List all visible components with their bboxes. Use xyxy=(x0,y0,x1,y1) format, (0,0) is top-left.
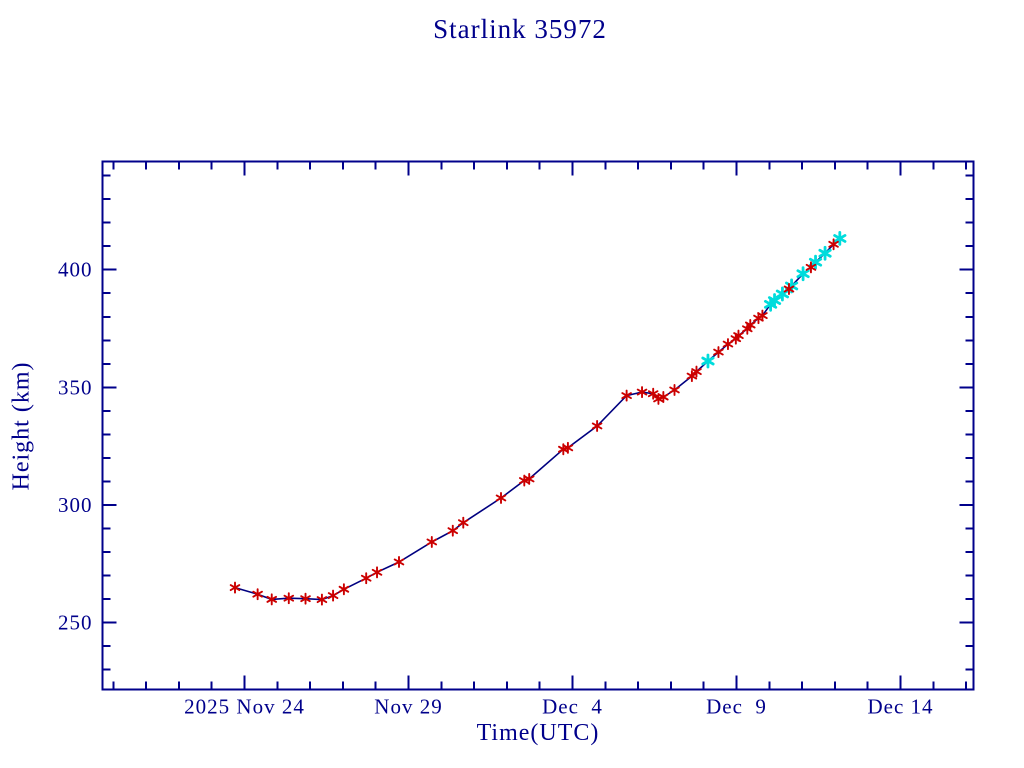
predicted-markers xyxy=(701,231,847,369)
x-tick-label: Dec 14 xyxy=(867,695,933,719)
y-tick-label: 350 xyxy=(58,375,93,399)
y-tick-label: 400 xyxy=(58,258,93,282)
chart-title: Starlink 35972 xyxy=(433,14,607,44)
x-axis-label: Time(UTC) xyxy=(476,720,600,746)
x-tick-label: Dec 4 xyxy=(542,695,603,719)
y-tick-label: 300 xyxy=(58,493,93,517)
x-axis-ticks xyxy=(112,161,968,690)
observed-markers xyxy=(229,238,839,606)
x-tick-label: 2025 Nov 24 xyxy=(184,695,305,719)
y-axis-ticks xyxy=(102,174,974,671)
x-tick-label: Dec 9 xyxy=(706,695,767,719)
axis-tick-labels: 2025 Nov 24 Nov 29 Dec 4 Dec 9 Dec 14 250 300 3… xyxy=(58,258,933,719)
data-line xyxy=(234,237,841,601)
x-tick-label: Nov 29 xyxy=(374,695,442,719)
y-tick-label: 250 xyxy=(58,611,93,635)
plot-frame xyxy=(101,160,975,691)
